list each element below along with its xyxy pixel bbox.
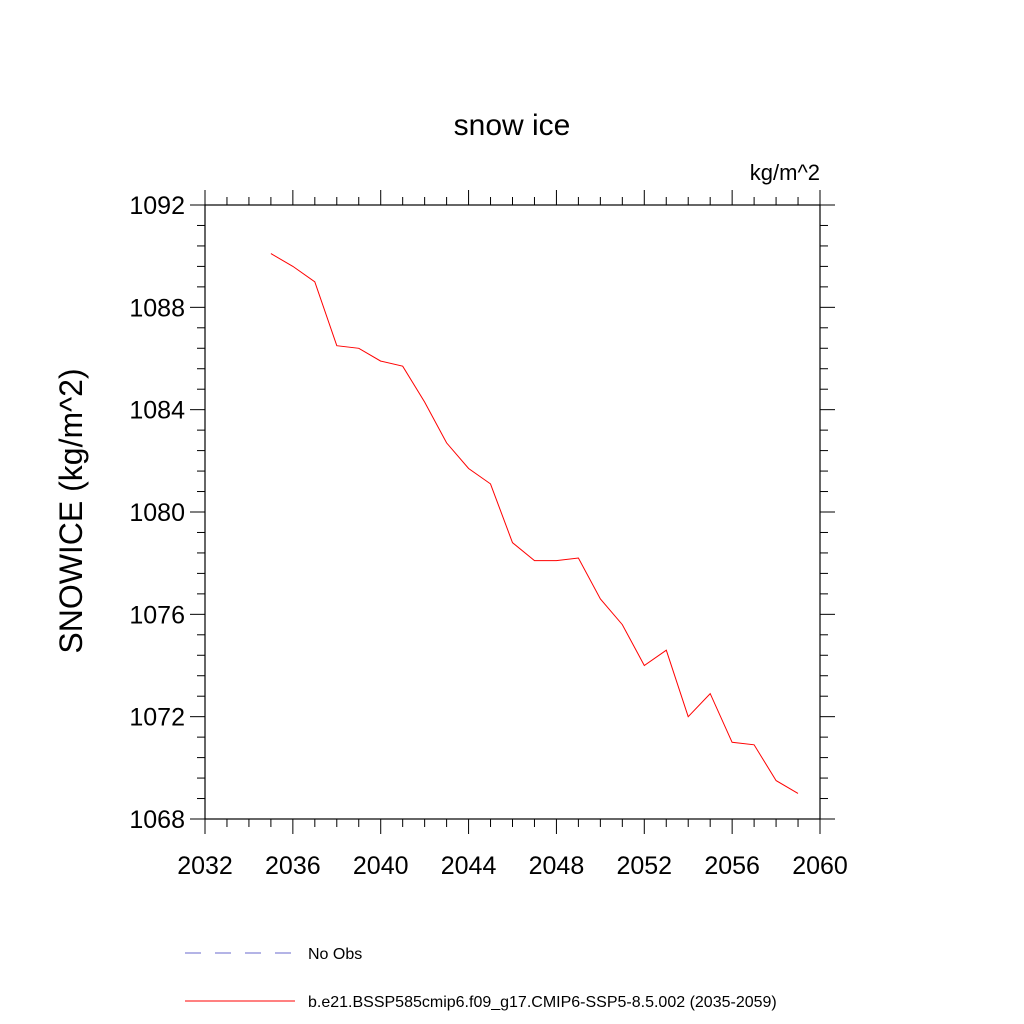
x-tick-label: 2056	[704, 852, 760, 880]
legend-label-no-obs: No Obs	[308, 946, 362, 963]
legend: No Obs b.e21.BSSP585cmip6.f09_g17.CMIP6-…	[185, 946, 777, 1011]
x-tick-label: 2036	[265, 852, 321, 880]
y-axis-ticks: 1068 1072 1076 1080 1084 1088 1092	[129, 192, 835, 834]
x-tick-label: 2040	[353, 852, 409, 880]
legend-label-model: b.e21.BSSP585cmip6.f09_g17.CMIP6-SSP5-8.…	[308, 994, 777, 1011]
y-tick-label: 1092	[129, 192, 185, 220]
chart-title: snow ice	[454, 109, 571, 142]
x-tick-label: 2060	[792, 852, 848, 880]
y-tick-label: 1080	[129, 499, 185, 527]
y-tick-label: 1084	[129, 397, 185, 425]
units-label: kg/m^2	[750, 160, 820, 185]
x-axis-ticks: 2032 2036 2040 2044 2048 2052 2056 2060	[177, 190, 848, 880]
y-tick-label: 1088	[129, 294, 185, 322]
series-layer	[270, 253, 799, 794]
x-tick-label: 2044	[441, 852, 497, 880]
plot-frame	[204, 204, 821, 820]
y-tick-label: 1072	[129, 704, 185, 732]
x-tick-label: 2052	[616, 852, 672, 880]
y-axis-label: SNOWICE (kg/m^2)	[53, 368, 89, 653]
y-tick-label: 1076	[129, 601, 185, 629]
y-tick-label: 1068	[129, 806, 185, 834]
x-tick-label: 2032	[177, 852, 233, 880]
x-tick-label: 2048	[529, 852, 585, 880]
series-line	[270, 253, 799, 794]
